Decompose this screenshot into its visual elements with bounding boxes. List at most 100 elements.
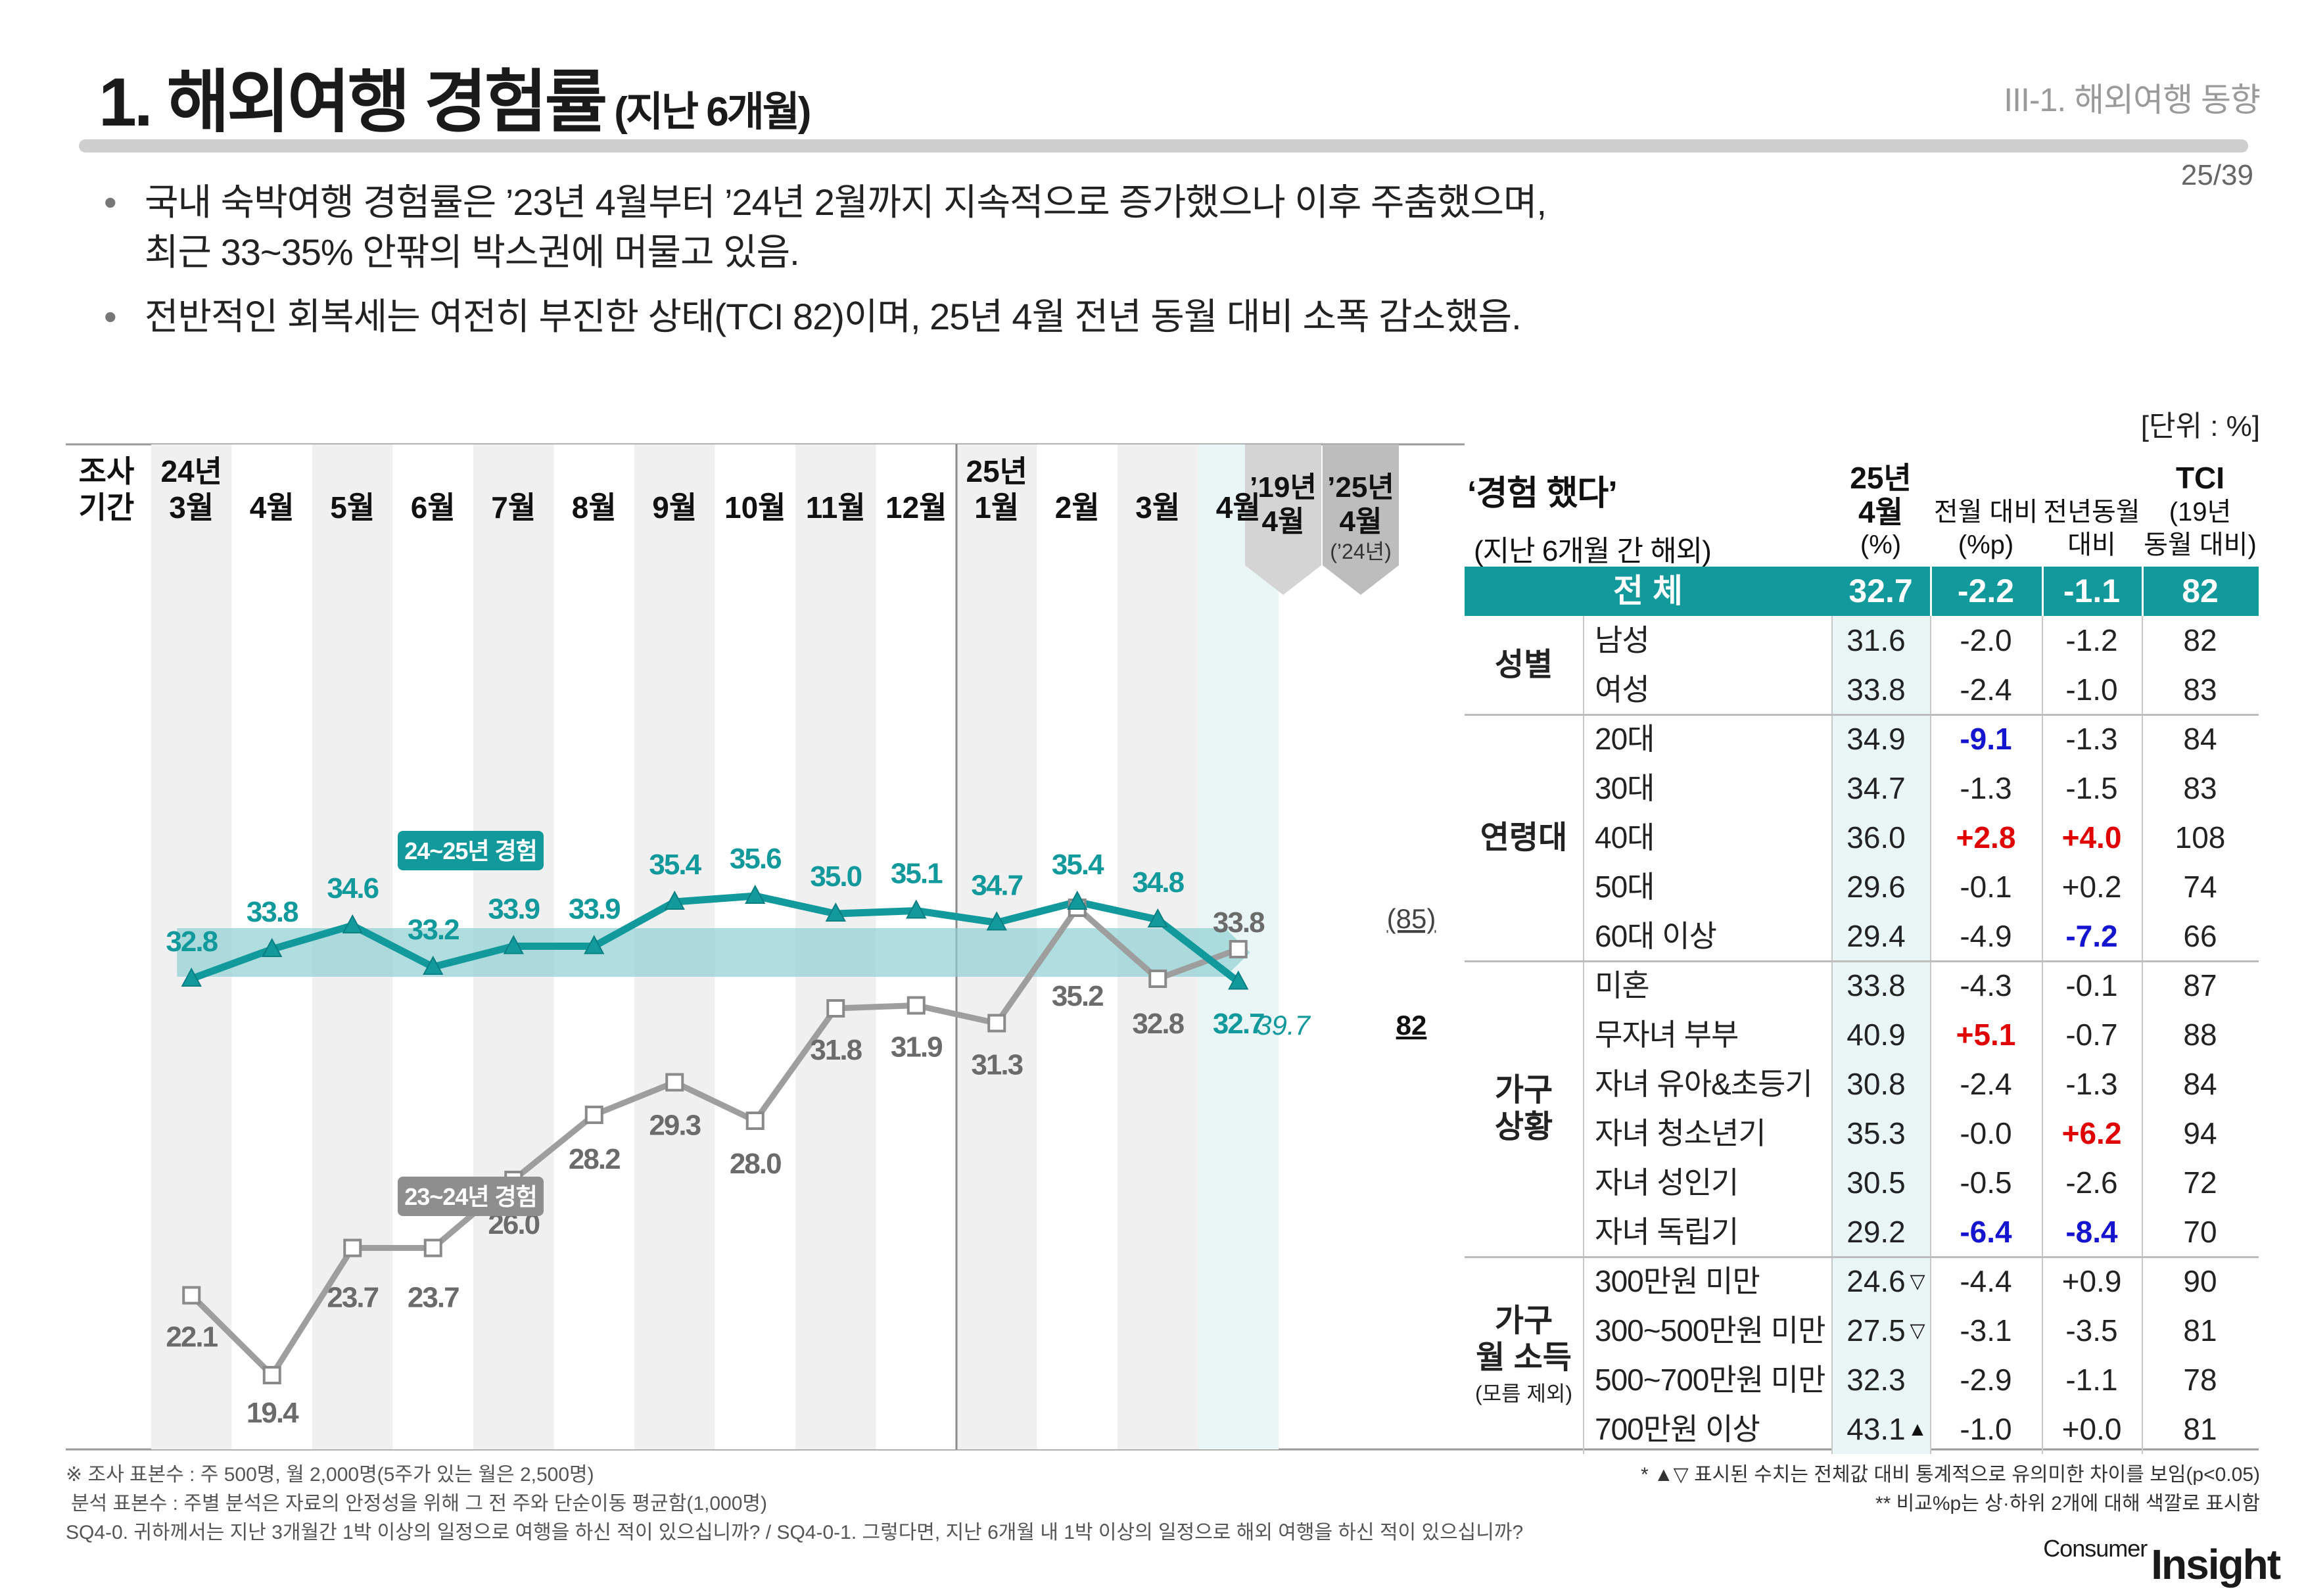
series-1-marker	[584, 935, 605, 954]
series-1-marker	[262, 937, 283, 957]
series-line-23-24	[189, 904, 1240, 1378]
series-2-data-label: 33.8	[1213, 906, 1265, 939]
group-divider	[1465, 1256, 2259, 1258]
series-1-marker	[1147, 908, 1168, 927]
total-col-divider	[1930, 567, 1932, 616]
value-column-shade	[1831, 616, 1930, 1454]
row-label: 여성	[1595, 672, 1650, 707]
x-tick-label: 8월	[572, 490, 617, 525]
row-value: 33.8	[1847, 968, 1906, 1002]
row-label: 무자녀 부부	[1595, 1018, 1739, 1052]
series-2-data-label: 35.2	[1052, 980, 1103, 1012]
group-label: 연령대	[1465, 715, 1583, 961]
x-tick-year: 25년	[966, 454, 1028, 488]
series-1-data-label: 35.4	[1052, 849, 1104, 881]
col-header-line2: 전월 대비	[1933, 498, 2038, 527]
row-mom: -0.1	[1960, 870, 2012, 904]
group-label-line: 연령대	[1480, 820, 1568, 855]
row-mom: -2.4	[1960, 1067, 2012, 1101]
row-value: 30.8	[1847, 1067, 1906, 1101]
col-header-line3: (%p)	[1958, 530, 2014, 559]
row-yoy: -3.5	[2065, 1313, 2118, 1348]
table-col-divider	[1831, 616, 1833, 1454]
x-tick-label: 10월	[724, 490, 786, 525]
row-yoy: +4.0	[2061, 820, 2122, 855]
row-tci: 81	[2183, 1313, 2217, 1348]
row-mom: -2.0	[1960, 623, 2012, 657]
series-2-legend	[398, 1177, 544, 1216]
series-1-data-label: 35.6	[730, 843, 781, 875]
row-label: 40대	[1595, 820, 1655, 855]
row-label: 300~500만원 미만	[1595, 1313, 1825, 1348]
series-2-data-label: 22.1	[166, 1321, 218, 1353]
row-tci: 81	[2183, 1412, 2217, 1446]
x-tick-year: 24년	[161, 454, 223, 488]
ref-col-sublabel: (’24년)	[1330, 540, 1391, 563]
row-mom: +5.1	[1956, 1018, 2016, 1052]
col-header-line1: 25년	[1850, 461, 1912, 495]
series-2-marker	[584, 1106, 603, 1124]
row-value: 43.1	[1847, 1412, 1906, 1446]
group-label-line: 상황	[1494, 1110, 1553, 1144]
series-1-marker	[745, 884, 766, 904]
row-tci: 88	[2183, 1018, 2217, 1052]
title-main: 1. 해외여행 경험률	[99, 64, 607, 141]
series-2-data-label: 32.8	[1132, 1008, 1184, 1040]
group-label: 가구 상황	[1465, 961, 1583, 1257]
row-value: 29.2	[1847, 1215, 1906, 1249]
series-1-marker	[423, 955, 444, 975]
row-tci: 70	[2183, 1215, 2217, 1249]
row-mom: -1.3	[1960, 771, 2012, 805]
table-title: ‘경험 했다’	[1467, 475, 1618, 513]
series-1-data-label: 34.8	[1132, 866, 1184, 899]
x-tick-label: 4월	[250, 490, 294, 525]
row-value: 31.6	[1847, 623, 1906, 657]
row-mom: -2.4	[1960, 672, 2012, 707]
row-tci: 83	[2183, 771, 2217, 805]
x-tick-label: 11월	[806, 490, 866, 525]
footnote-sample: ※ 조사 표본수 : 주 500명, 월 2,000명(5주가 있는 월은 2,…	[66, 1464, 594, 1486]
total-value: 32.7	[1848, 573, 1913, 609]
ref-col-label: 4월	[1340, 505, 1382, 538]
series-1-data-label: 34.6	[327, 872, 378, 904]
group-sublabel: (모름 제외)	[1475, 1382, 1572, 1405]
row-mom: -4.9	[1960, 919, 2012, 953]
group-label: 가구 월 소득 (모름 제외)	[1465, 1257, 1583, 1454]
row-label: 자녀 유아&초등기	[1595, 1067, 1813, 1101]
series-1-marker	[906, 899, 927, 919]
series-1-data-label: 33.9	[569, 893, 620, 926]
row-label: 자녀 성인기	[1595, 1165, 1739, 1200]
series-2-marker	[343, 1238, 362, 1257]
trend-arrow	[177, 928, 1250, 977]
footnote-analysis: 분석 표본수 : 주별 분석은 자료의 안정성을 위해 그 전 주와 단순이동 …	[71, 1493, 768, 1514]
group-label-line: 성별	[1494, 647, 1553, 682]
row-yoy: -8.4	[2065, 1215, 2118, 1249]
total-yoy: -1.1	[2063, 573, 2121, 609]
series-2-data-label: 28.0	[730, 1148, 781, 1180]
row-yoy: +6.2	[2061, 1116, 2122, 1150]
row-yoy: -0.7	[2065, 1018, 2118, 1052]
series-1-data-label: 32.7	[1213, 1008, 1264, 1040]
row-value: 35.3	[1847, 1116, 1906, 1150]
significance-mark: ▽	[1910, 1320, 1925, 1342]
series-1-legend-text: 24~25년 경험	[404, 837, 536, 864]
series-2-marker	[1229, 940, 1248, 958]
row-value: 36.0	[1847, 820, 1906, 855]
row-yoy: -1.3	[2065, 1067, 2118, 1101]
row-label: 50대	[1595, 870, 1655, 904]
row-mom: -4.3	[1960, 968, 2012, 1002]
series-1-marker	[181, 967, 202, 987]
period-label-2: 기간	[79, 490, 135, 525]
row-value: 40.9	[1847, 1018, 1906, 1052]
col-header-line2: (19년	[2169, 498, 2232, 527]
row-value: 29.4	[1847, 919, 1906, 953]
series-2-marker	[423, 1238, 442, 1257]
row-yoy: -1.2	[2065, 623, 2118, 657]
x-tick-label: 6월	[411, 490, 456, 525]
row-tci: 82	[2183, 623, 2217, 657]
row-tci: 87	[2183, 968, 2217, 1002]
series-1-data-label: 33.2	[408, 914, 459, 946]
table-subtitle: (지난 6개월 간 해외)	[1474, 535, 1712, 567]
row-value: 34.9	[1847, 722, 1906, 756]
row-mom: -0.5	[1960, 1165, 2012, 1200]
